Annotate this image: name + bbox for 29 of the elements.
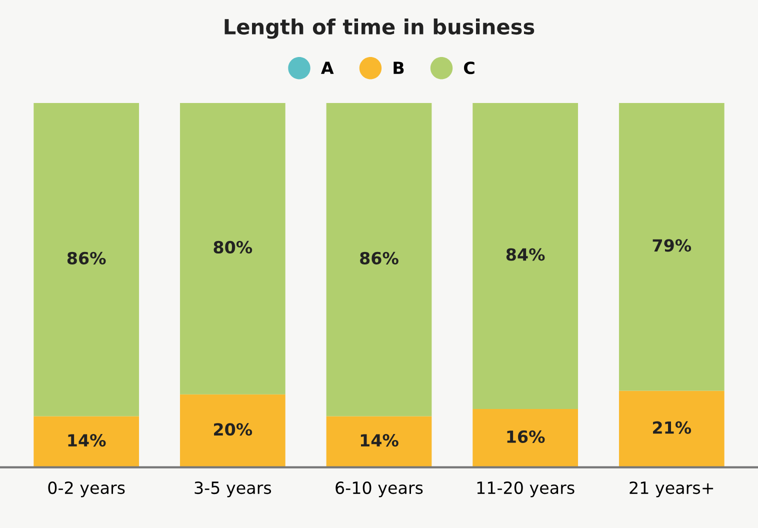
data-label: 21% (653, 421, 692, 434)
bar (326, 102, 432, 416)
bar (34, 416, 140, 468)
data-label: 86% (360, 252, 398, 264)
bar (180, 102, 286, 394)
bar (326, 416, 432, 468)
bar (618, 390, 724, 468)
bar (180, 394, 286, 468)
x-tick-label: 11-20 years (477, 481, 574, 498)
chart-title: Length of time in business (224, 18, 534, 39)
bar (472, 408, 578, 468)
legend-label: C (464, 62, 474, 74)
data-label: 86% (67, 252, 106, 264)
bar (472, 102, 578, 409)
data-label: 79% (652, 239, 692, 252)
legend-label: B (394, 62, 404, 74)
data-label: 20% (214, 423, 252, 436)
data-label: 16% (507, 430, 545, 443)
x-tick-label: 3-5 years (194, 481, 272, 498)
data-label: 80% (214, 240, 252, 254)
data-label: 14% (360, 434, 398, 447)
x-tick-label: 0-2 years (48, 481, 125, 498)
bar (34, 102, 140, 416)
x-tick-label: 6-10 years (336, 481, 423, 498)
x-tick-label: 21 years+ (630, 481, 714, 498)
legend-label: A (320, 62, 334, 74)
data-label: 84% (506, 248, 545, 261)
data-label: 14% (68, 434, 106, 447)
bar (618, 102, 724, 391)
